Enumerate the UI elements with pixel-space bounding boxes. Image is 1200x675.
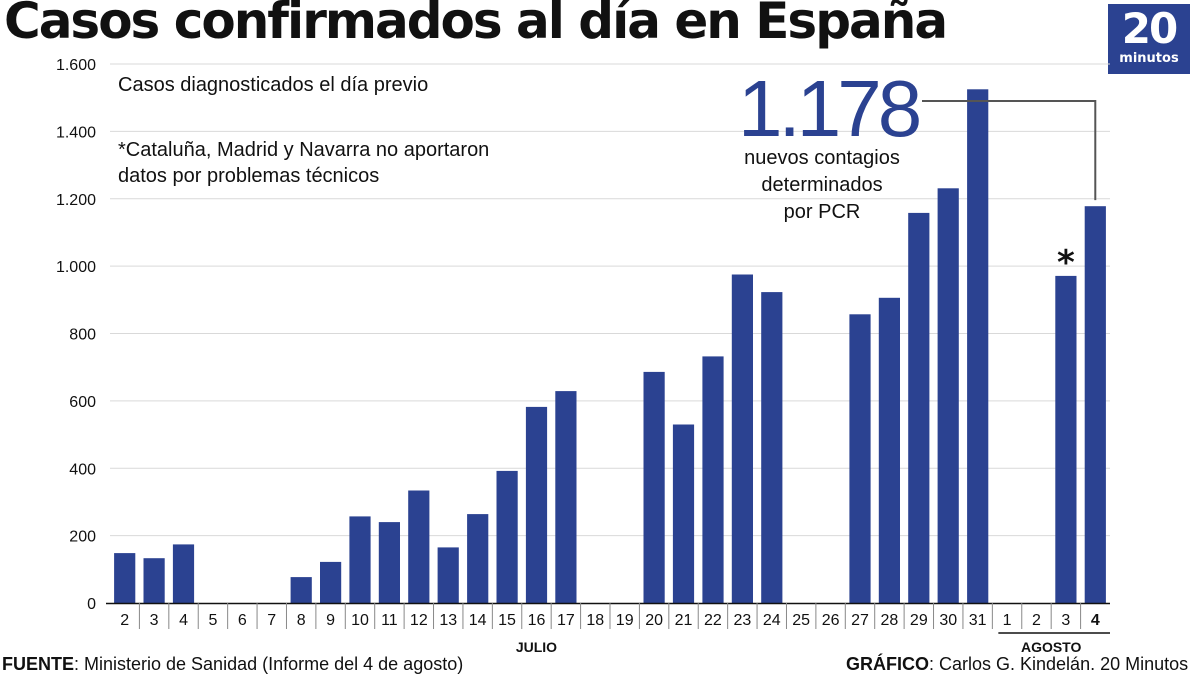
y-tick-label: 1.000 [56, 259, 96, 276]
x-tick-label: 13 [439, 612, 457, 629]
bar [672, 424, 695, 603]
bar [467, 514, 489, 603]
x-tick-label: 3 [150, 612, 159, 629]
x-tick-label: 2 [120, 612, 129, 629]
chart-title: Casos confirmados al día en España [4, 0, 948, 50]
x-tick-label: 20 [645, 612, 663, 629]
highlight-value: 1.178 [738, 64, 920, 153]
bar [496, 470, 518, 603]
graphic-credit: GRÁFICO: Carlos G. Kindelán. 20 Minutos [846, 654, 1189, 674]
bar [114, 553, 136, 603]
x-tick-label: 26 [822, 612, 840, 629]
bar [320, 561, 342, 603]
x-tick-label: 22 [704, 612, 722, 629]
y-axis: 0 200 400 600 800 1.000 1.200 1.400 1.600 [56, 57, 96, 613]
bar [731, 274, 753, 603]
x-tick-label: 23 [733, 612, 751, 629]
x-tick-label: 17 [557, 612, 575, 629]
gridlines [110, 63, 1110, 537]
y-tick-label: 1.400 [56, 124, 96, 141]
bar [437, 547, 459, 603]
subtitle: Casos diagnosticados el día previo [118, 74, 428, 96]
x-tick-label: 24 [763, 612, 781, 629]
x-tick-label: 31 [969, 612, 987, 629]
bar [349, 516, 371, 603]
x-tick-label: 14 [469, 612, 487, 629]
x-tick-label: 27 [851, 612, 869, 629]
bar [1055, 275, 1077, 603]
x-tick-label: 15 [498, 612, 516, 629]
logo-number: 20 [1121, 4, 1178, 53]
x-tick-label: 8 [297, 612, 306, 629]
month-label: JULIO [516, 639, 557, 655]
y-tick-label: 0 [87, 596, 96, 613]
starred-bar-marker: * [1057, 243, 1075, 283]
bar [172, 544, 195, 603]
bar [408, 490, 430, 603]
x-tick-label: 3 [1061, 612, 1070, 629]
x-tick-label: 16 [528, 612, 546, 629]
bar [643, 371, 665, 603]
x-tick-label: 25 [792, 612, 810, 629]
x-tick-label: 6 [238, 612, 247, 629]
bar [761, 292, 783, 603]
x-tick-label: 21 [675, 612, 693, 629]
x-tick-label: 18 [586, 612, 604, 629]
bar [967, 89, 989, 604]
x-tick-label: 30 [939, 612, 957, 629]
callout-line-2: determinados [761, 174, 882, 196]
x-tick-label: 29 [910, 612, 928, 629]
footnote-line-1: *Cataluña, Madrid y Navarra no aportaron [118, 139, 489, 161]
bar [1084, 206, 1106, 603]
bar [878, 297, 900, 603]
bar [290, 577, 312, 603]
x-tick-label: 28 [881, 612, 899, 629]
bar [908, 212, 930, 603]
logo-word: minutos [1119, 51, 1179, 66]
x-tick-label: 2 [1032, 612, 1041, 629]
callout-leader-line [922, 100, 1097, 201]
bar [702, 356, 724, 603]
x-tick-label: 4 [179, 612, 188, 629]
bar [937, 188, 959, 604]
bars [114, 89, 1106, 604]
bar [378, 522, 400, 603]
y-tick-label: 400 [69, 461, 96, 478]
x-tick-label: 11 [381, 612, 398, 629]
month-label: AGOSTO [1021, 639, 1082, 655]
y-tick-label: 600 [69, 394, 96, 411]
x-tick-label: 7 [267, 612, 276, 629]
x-tick-label: 10 [351, 612, 369, 629]
brand-logo: 20 minutos [1108, 4, 1190, 74]
bar [525, 406, 548, 603]
month-labels: JULIO AGOSTO [516, 632, 1110, 655]
bar [555, 391, 577, 603]
x-tick-label: 4 [1091, 612, 1100, 629]
x-tick-label: 1 [1003, 612, 1012, 629]
x-tick-label: 5 [208, 612, 217, 629]
x-tick-label: 9 [326, 612, 335, 629]
x-tick-label: 12 [410, 612, 428, 629]
x-axis: 2 3 4 5 6 7 8 9 10 11 12 13 14 15 16 17 18 19 20 21 22 23 24 25… [106, 602, 1110, 629]
y-tick-label: 1.600 [56, 57, 96, 74]
bar [143, 558, 165, 603]
y-tick-label: 800 [69, 327, 96, 344]
callout-line-3: por PCR [784, 201, 861, 223]
source-credit: FUENTE: Ministerio de Sanidad (Informe d… [2, 654, 464, 674]
y-tick-label: 1.200 [56, 192, 96, 209]
y-tick-label: 200 [69, 529, 96, 546]
footnote-line-2: datos por problemas técnicos [118, 165, 379, 187]
callout-line-1: nuevos contagios [744, 147, 900, 169]
bar [849, 314, 871, 603]
x-tick-label: 19 [616, 612, 634, 629]
